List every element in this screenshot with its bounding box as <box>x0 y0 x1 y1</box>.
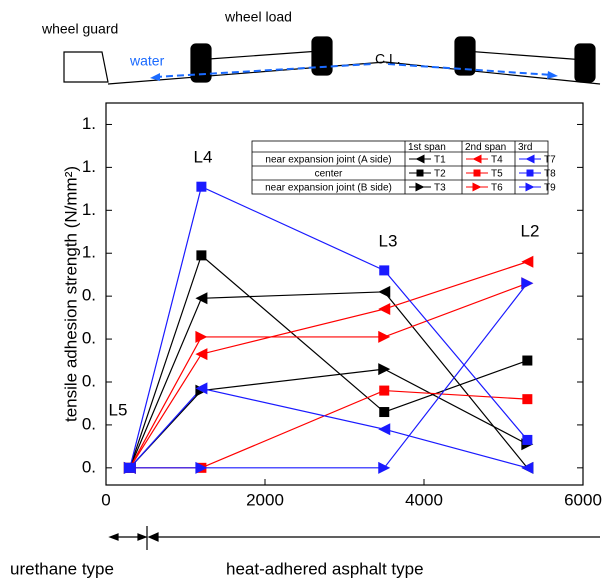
deck-line <box>384 61 601 85</box>
water-arrow <box>387 63 553 76</box>
marker <box>123 461 136 474</box>
legend-marker <box>416 169 424 177</box>
legend-label: T1 <box>434 155 446 166</box>
series-line <box>129 261 528 469</box>
y-tick-label: 1. <box>82 243 96 262</box>
legend-marker <box>473 169 481 177</box>
series-line <box>129 387 528 469</box>
plot-frame <box>105 102 584 486</box>
y-tick-label: 1. <box>82 157 96 176</box>
marker <box>378 330 391 343</box>
legend-label: T8 <box>544 169 556 180</box>
legend-column: 1st span <box>408 142 446 153</box>
marker <box>379 265 390 276</box>
marker <box>378 423 391 436</box>
label: water <box>129 53 165 69</box>
deck-line <box>194 50 321 61</box>
legend: 1st span 2nd span 3rd near expansion joint … <box>251 140 556 195</box>
legend-marker <box>526 169 534 177</box>
marker <box>521 461 534 474</box>
x-tick-label: 0 <box>101 490 110 509</box>
marker <box>378 461 391 474</box>
annotation: L5 <box>109 400 128 419</box>
y-tick-label: 1. <box>82 114 96 133</box>
marker <box>195 382 208 395</box>
legend-row: center <box>315 169 343 180</box>
marker <box>378 363 391 376</box>
annotation: L3 <box>379 231 398 250</box>
series-line <box>129 282 528 469</box>
label: wheel load <box>224 9 292 25</box>
marker <box>521 277 534 290</box>
footer-label: urethane type <box>10 559 114 578</box>
annotation: L4 <box>194 147 213 166</box>
marker <box>379 407 390 418</box>
marker <box>195 461 208 474</box>
annotation: L2 <box>521 221 540 240</box>
tire <box>190 43 212 83</box>
legend-box <box>251 140 549 195</box>
y-tick-label: 1. <box>82 200 96 219</box>
legend-marker <box>415 154 425 164</box>
series-line <box>129 291 528 469</box>
arrow-head <box>547 71 558 79</box>
deck-line <box>464 50 586 61</box>
y-tick-label: 0. <box>82 414 96 433</box>
footer-label: heat-adhered asphalt type <box>226 559 424 578</box>
marker <box>195 348 208 361</box>
series-line <box>129 368 528 469</box>
marker <box>522 434 533 445</box>
legend-label: T9 <box>544 183 556 194</box>
wheel-guard-shape <box>63 51 109 83</box>
legend-marker <box>415 182 425 192</box>
x-tick-label: 6000 <box>564 490 602 509</box>
legend-row: near expansion joint (B side) <box>265 183 392 194</box>
y-axis-label: tensile adhesion strength (N/mm²) <box>61 166 80 422</box>
tire <box>574 43 596 83</box>
y-tick-label: 0. <box>82 329 96 348</box>
legend-label: T3 <box>434 183 446 194</box>
legend-marker <box>525 154 535 164</box>
legend-row: near expansion joint (A side) <box>265 155 391 166</box>
marker <box>378 285 391 298</box>
marker <box>522 394 533 405</box>
series-line <box>129 254 528 469</box>
tire <box>311 36 333 76</box>
series-line <box>129 185 528 468</box>
water-arrow <box>154 63 373 78</box>
legend-label: T7 <box>544 155 556 166</box>
marker <box>522 355 533 366</box>
arrow-head <box>150 73 160 81</box>
y-tick-label: 0. <box>82 371 96 390</box>
legend-column: 3rd <box>518 142 532 153</box>
legend-marker <box>525 182 535 192</box>
x-tick-label: 4000 <box>405 490 443 509</box>
legend-column: 2nd span <box>465 142 506 153</box>
label: wheel guard <box>41 21 118 37</box>
legend-label: T4 <box>491 155 503 166</box>
legend-label: T5 <box>491 169 503 180</box>
legend-marker <box>472 154 482 164</box>
type-arrows <box>108 526 600 550</box>
legend-marker <box>472 182 482 192</box>
marker <box>195 292 208 305</box>
label: C.L. <box>375 51 401 67</box>
marker <box>196 250 207 261</box>
marker <box>196 181 207 192</box>
marker <box>521 255 534 268</box>
y-tick-label: 0. <box>82 286 96 305</box>
y-tick-label: 0. <box>82 457 96 476</box>
series-line <box>129 282 528 469</box>
deck-line <box>107 61 386 85</box>
marker <box>378 303 391 316</box>
marker <box>195 330 208 343</box>
tire <box>454 36 476 76</box>
legend-label: T2 <box>434 169 446 180</box>
marker <box>379 385 390 396</box>
x-tick-label: 2000 <box>246 490 284 509</box>
legend-label: T6 <box>491 183 503 194</box>
bridge-diagram <box>63 36 601 85</box>
